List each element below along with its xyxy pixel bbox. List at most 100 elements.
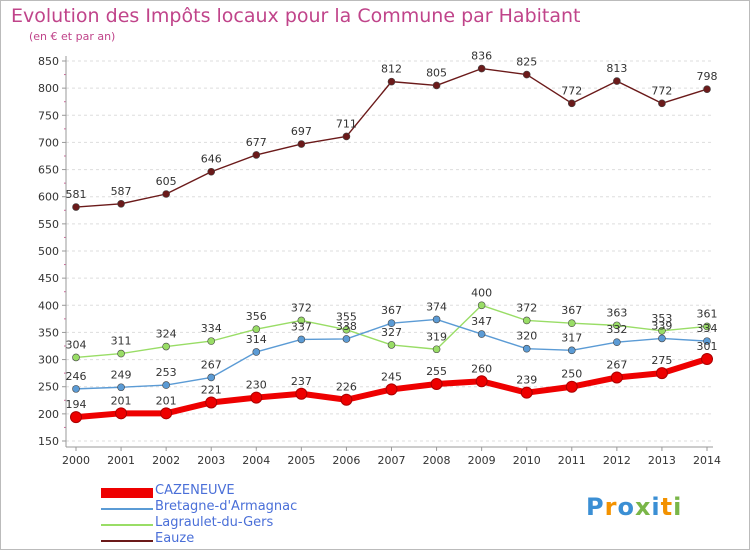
y-tick-label: 800 [38, 82, 59, 95]
data-label: 327 [381, 326, 402, 339]
data-point [613, 338, 621, 347]
data-label: 697 [291, 125, 312, 138]
data-label: 201 [156, 394, 177, 407]
data-label: 253 [156, 366, 177, 379]
y-tick-label: 200 [38, 408, 59, 421]
legend-label: Eauze [155, 531, 195, 546]
proxiti-logo: Proxiti [586, 493, 682, 521]
data-point [72, 203, 80, 211]
legend-swatch [101, 540, 153, 542]
data-label: 372 [291, 301, 312, 314]
data-label: 353 [651, 312, 672, 325]
data-point [207, 167, 216, 176]
data-label: 605 [156, 175, 177, 188]
data-point [432, 345, 441, 354]
data-label: 367 [381, 304, 402, 317]
data-point [252, 348, 261, 356]
data-label: 334 [697, 322, 718, 335]
data-point [610, 371, 623, 384]
x-tick-label: 2000 [62, 454, 90, 467]
data-label: 226 [336, 381, 357, 394]
data-point [342, 335, 351, 343]
legend-swatch [101, 488, 153, 498]
data-point [162, 381, 170, 389]
y-tick-label: 650 [38, 164, 59, 177]
data-point [477, 330, 486, 338]
data-point [432, 81, 441, 90]
data-point [297, 335, 306, 344]
data-point [295, 387, 308, 400]
legend-label: Lagraulet-du-Gers [155, 515, 274, 530]
y-tick-label: 450 [38, 272, 59, 285]
x-tick-label: 2008 [423, 454, 451, 467]
data-point [252, 151, 261, 159]
y-tick-label: 600 [38, 191, 59, 204]
x-tick-label: 2003 [197, 454, 225, 467]
data-label: 249 [111, 368, 132, 381]
logo-letter: i [651, 493, 661, 521]
data-point [522, 344, 531, 353]
data-point [70, 411, 82, 424]
data-label: 367 [561, 304, 582, 317]
data-label: 372 [516, 301, 537, 314]
data-label: 275 [651, 354, 672, 367]
data-label: 267 [606, 358, 627, 371]
data-label: 260 [471, 362, 492, 375]
data-label: 361 [697, 307, 718, 320]
data-label: 772 [651, 84, 672, 97]
data-point [430, 378, 443, 390]
data-point [567, 319, 576, 328]
data-point [703, 85, 711, 94]
data-label: 772 [561, 84, 582, 97]
data-point [115, 407, 128, 420]
logo-letter: t [660, 493, 674, 521]
x-tick-label: 2007 [378, 454, 406, 467]
data-point [162, 342, 170, 351]
x-tick-label: 2011 [558, 454, 586, 467]
x-tick-label: 2014 [693, 454, 721, 467]
data-label: 347 [471, 315, 492, 328]
data-label: 339 [651, 319, 672, 332]
data-label: 255 [426, 365, 447, 378]
data-label: 237 [291, 375, 312, 388]
data-label: 317 [561, 331, 582, 344]
data-label: 267 [201, 358, 222, 371]
y-tick-label: 150 [38, 435, 59, 448]
logo-letter: i [673, 493, 683, 521]
x-tick-label: 2009 [468, 454, 496, 467]
y-tick-label: 250 [38, 381, 59, 394]
data-label: 813 [606, 62, 627, 75]
data-label: 711 [336, 117, 357, 130]
logo-letter: r [604, 493, 618, 521]
data-point [297, 316, 306, 325]
data-point [658, 326, 666, 335]
data-point [477, 301, 486, 310]
data-label: 356 [246, 310, 267, 323]
data-point [522, 316, 531, 325]
data-point [567, 99, 576, 108]
data-point [342, 132, 351, 141]
data-point [522, 70, 531, 79]
data-point [207, 337, 216, 345]
data-point [567, 346, 576, 355]
data-point [207, 373, 216, 382]
chart-subtitle: (en € et par an) [29, 30, 116, 43]
data-point [387, 77, 396, 86]
data-label: 239 [516, 374, 537, 387]
data-label: 230 [246, 379, 267, 392]
data-point [703, 322, 711, 331]
data-label: 319 [426, 330, 447, 343]
data-label: 836 [471, 50, 492, 63]
data-point [250, 391, 263, 404]
legend-swatch [101, 524, 153, 526]
data-label: 246 [66, 370, 87, 383]
data-label: 320 [516, 330, 537, 343]
x-tick-label: 2006 [332, 454, 360, 467]
data-point [477, 64, 486, 73]
data-point [613, 321, 621, 330]
data-point [658, 99, 666, 108]
data-point [432, 315, 441, 324]
y-tick-label: 300 [38, 354, 59, 367]
y-tick-label: 550 [38, 218, 59, 231]
data-label: 581 [66, 188, 87, 201]
